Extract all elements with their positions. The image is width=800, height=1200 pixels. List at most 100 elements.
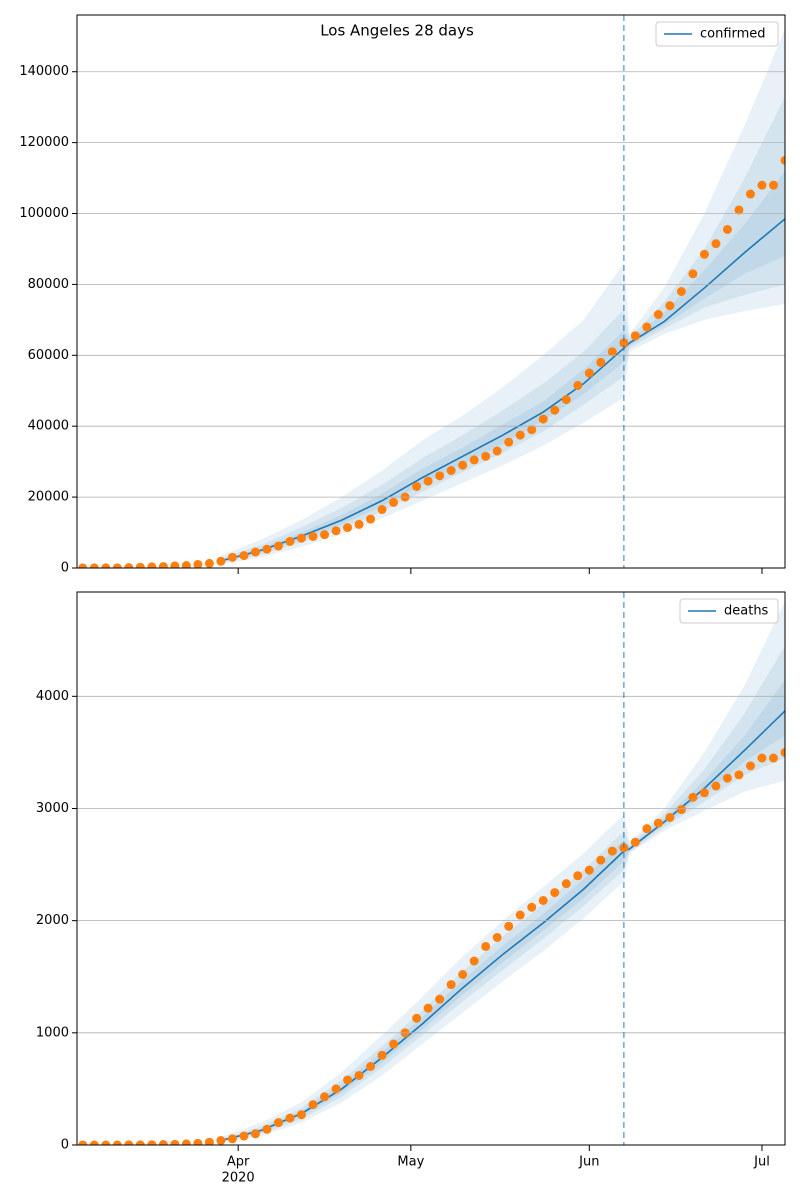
x-tick-label: May: [397, 1155, 424, 1170]
point: [412, 1013, 422, 1023]
point: [711, 239, 721, 249]
point: [780, 155, 785, 165]
point: [308, 531, 318, 541]
point: [492, 932, 502, 942]
point: [699, 249, 709, 259]
point: [181, 1139, 191, 1145]
point: [147, 1140, 157, 1145]
point: [262, 1124, 272, 1134]
point: [273, 541, 283, 551]
point: [78, 1140, 88, 1145]
point: [273, 1118, 283, 1128]
point: [170, 1139, 180, 1145]
point: [170, 561, 180, 568]
point: [665, 812, 675, 822]
point: [688, 269, 698, 279]
y-tick-label: 20000: [28, 490, 69, 505]
point: [377, 505, 387, 515]
point: [699, 788, 709, 798]
point: [412, 481, 422, 491]
point: [343, 523, 353, 533]
point: [653, 310, 663, 320]
point: [389, 1039, 399, 1049]
y-tick-label: 60000: [28, 348, 69, 363]
band: [220, 96, 785, 564]
point: [239, 551, 249, 561]
legend-label: deaths: [724, 604, 769, 619]
point: [630, 837, 640, 847]
point: [227, 552, 237, 562]
point: [458, 460, 468, 470]
point: [653, 818, 663, 828]
x-tick-label: Jun: [578, 1155, 599, 1170]
point: [538, 895, 548, 905]
point: [504, 437, 514, 447]
point: [389, 497, 399, 507]
point: [296, 1110, 306, 1120]
point: [193, 1138, 203, 1145]
point: [320, 1092, 330, 1102]
y-tick-label: 1000: [36, 1025, 69, 1040]
y-tick-label: 120000: [19, 135, 69, 150]
point: [250, 547, 260, 557]
point: [527, 902, 537, 912]
y-tick-label: 2000: [36, 913, 69, 928]
point: [78, 563, 88, 568]
point: [481, 941, 491, 951]
point: [308, 1100, 318, 1110]
point: [768, 753, 778, 763]
point: [124, 1140, 134, 1145]
point: [561, 879, 571, 889]
point: [423, 1003, 433, 1013]
point: [239, 1131, 249, 1141]
point: [492, 446, 502, 456]
point: [216, 556, 226, 566]
point: [112, 563, 122, 568]
point: [296, 533, 306, 543]
point: [147, 562, 157, 568]
point: [584, 865, 594, 875]
point: [642, 824, 652, 834]
plot-area: [78, 600, 785, 1145]
point: [745, 761, 755, 771]
point: [734, 205, 744, 215]
point: [204, 1137, 214, 1145]
point: [181, 561, 191, 568]
point: [135, 562, 145, 568]
legend-box: [655, 21, 779, 47]
band: [220, 679, 785, 1142]
point: [573, 871, 583, 881]
y-tick-label: 3000: [36, 801, 69, 816]
point: [665, 301, 675, 311]
plot-area: [78, 29, 785, 568]
point: [757, 753, 767, 763]
x-tick-label: Apr: [227, 1155, 250, 1170]
point: [446, 980, 456, 990]
point: [676, 805, 686, 815]
line: [220, 218, 785, 562]
point: [285, 1113, 295, 1123]
point: [596, 855, 606, 865]
point: [193, 559, 203, 568]
x-tick-sublabel: 2020: [222, 1171, 255, 1186]
y-tick-label: 80000: [28, 277, 69, 292]
point: [481, 451, 491, 461]
point: [89, 563, 99, 568]
point: [124, 563, 134, 568]
point: [722, 224, 732, 234]
point: [584, 368, 594, 378]
point: [250, 1129, 260, 1139]
point: [320, 530, 330, 540]
point: [515, 910, 525, 920]
point: [745, 189, 755, 199]
band: [220, 645, 785, 1142]
point: [676, 287, 686, 296]
point: [204, 558, 214, 568]
point: [504, 921, 514, 931]
point: [780, 747, 785, 757]
point: [630, 331, 640, 341]
point: [216, 1136, 226, 1145]
point: [101, 563, 111, 568]
point: [607, 846, 617, 856]
